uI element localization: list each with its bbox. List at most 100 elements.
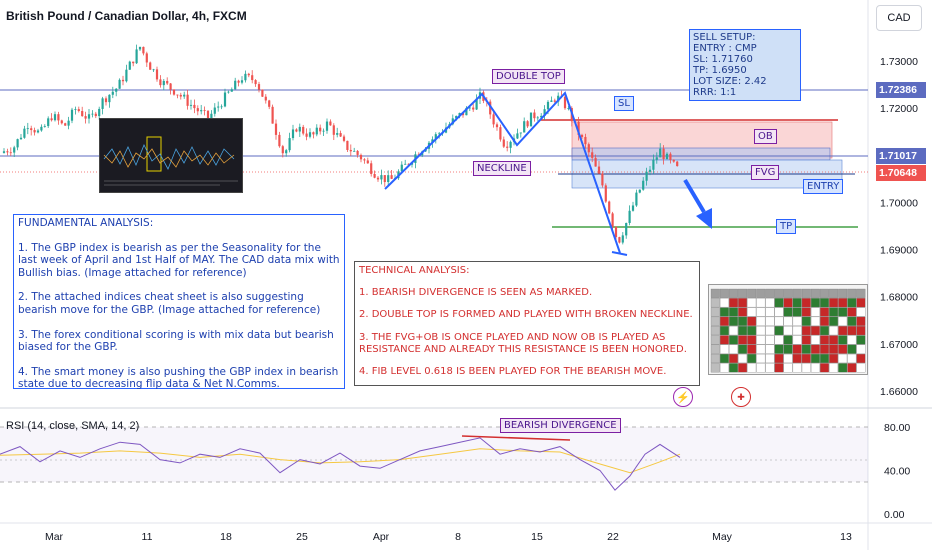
candle-body <box>461 112 465 116</box>
candle-body <box>506 146 509 148</box>
candle-body <box>648 169 652 172</box>
cheat-sheet-cell <box>847 326 857 336</box>
candle-body <box>159 79 162 86</box>
bearish-divergence-label[interactable]: BEARISH DIVERGENCE <box>500 418 621 433</box>
tp-label[interactable]: TP <box>776 219 797 234</box>
candle-body <box>319 127 322 132</box>
cheat-sheet-cell <box>738 307 748 317</box>
candle-body <box>200 110 203 112</box>
price-axis[interactable]: 1.73000 1.72000 1.70000 1.69000 1.68000 1.670… <box>880 56 918 398</box>
cheat-sheet-cell <box>719 344 729 354</box>
cheat-sheet-cell <box>820 363 829 373</box>
double-top-pattern[interactable] <box>384 91 621 254</box>
neckline-label[interactable]: NECKLINE <box>473 161 531 176</box>
cheat-sheet-cell <box>801 307 811 317</box>
candle-body <box>240 80 244 83</box>
sell-setup-box[interactable]: SELL SETUP: ENTRY : CMP SL: 1.71760 TP: … <box>689 29 801 101</box>
time-tick-label: 22 <box>607 531 619 543</box>
cheat-sheet-cell <box>856 363 866 373</box>
cheat-sheet-cell <box>765 298 775 308</box>
candle-body <box>604 185 607 202</box>
candle-body <box>210 113 213 120</box>
fundamental-point-4: 4. The smart money is also pushing the G… <box>18 365 339 391</box>
entry-label[interactable]: ENTRY <box>803 179 844 194</box>
price-tick-label: 1.68000 <box>880 292 918 304</box>
cheat-sheet-cell <box>747 298 757 308</box>
candle-body <box>104 98 108 103</box>
candle-body <box>81 111 84 117</box>
candle-body <box>98 108 101 117</box>
cheat-sheet-cell <box>738 316 748 326</box>
fundamental-point-3: 3. The forex conditional scoring is with… <box>18 328 334 354</box>
candle-body <box>2 151 6 153</box>
projection-arrow-shaft <box>683 178 706 214</box>
rsi-title[interactable]: RSI (14, close, SMA, 14, 2) <box>6 420 140 432</box>
candle-body <box>468 107 471 109</box>
candle-body <box>149 62 152 70</box>
rsi-divergence-line[interactable] <box>461 435 571 441</box>
candle-body <box>652 159 655 170</box>
technical-heading: TECHNICAL ANALYSIS: <box>359 265 470 276</box>
candle-body <box>455 115 458 119</box>
candle-body <box>502 139 505 147</box>
cheat-sheet-cell <box>710 344 720 354</box>
fvg-zone[interactable] <box>571 147 831 161</box>
cheat-sheet-cell <box>829 344 839 354</box>
currency-button[interactable]: CAD <box>876 5 922 31</box>
candle-body <box>47 118 50 127</box>
candle-body <box>298 126 301 132</box>
candle-body <box>155 69 159 80</box>
cheat-sheet-cell <box>747 353 757 364</box>
candle-body <box>295 129 298 132</box>
candle-body <box>36 130 40 133</box>
cheat-sheet-cell <box>719 353 729 364</box>
candle-body <box>84 116 87 119</box>
sl-label[interactable]: SL <box>614 96 634 111</box>
candle-body <box>13 147 16 153</box>
candle-body <box>366 160 369 164</box>
lightning-icon[interactable]: ⚡ <box>673 387 693 407</box>
cheat-sheet-cell <box>729 326 738 336</box>
canada-flag-icon[interactable]: ✚ <box>731 387 751 407</box>
cheat-sheet-cell <box>792 326 802 336</box>
cheat-sheet-cell <box>783 288 793 298</box>
time-tick-label: 11 <box>142 531 153 543</box>
candle-body <box>9 152 12 154</box>
candle-body <box>183 94 186 97</box>
candle-body <box>662 148 665 160</box>
cheat-sheet-cell <box>756 307 766 317</box>
technical-analysis-box[interactable]: TECHNICAL ANALYSIS: 1. BEARISH DIVERGENC… <box>354 261 700 386</box>
cheat-sheet-cell <box>810 335 820 345</box>
candle-body <box>77 109 80 112</box>
cheat-sheet-cell <box>810 298 820 308</box>
cheat-sheet-cell <box>847 288 857 298</box>
candle-body <box>438 133 441 135</box>
cheat-sheet-cell <box>792 335 802 345</box>
rsi-tick-label: 80.00 <box>884 422 910 434</box>
ob-label[interactable]: OB <box>754 129 777 144</box>
candle-body <box>230 89 233 92</box>
projection-arrow-head <box>696 208 712 229</box>
candle-body <box>645 171 648 181</box>
cheat-sheet-cell <box>820 353 829 364</box>
candle-body <box>380 175 383 180</box>
sell-setup-rrr: RRR: 1:1 <box>693 87 737 98</box>
cheat-sheet-cell <box>856 288 866 298</box>
candle-body <box>91 113 94 115</box>
cheat-sheet-cell <box>847 344 857 354</box>
candle-body <box>121 79 125 82</box>
fvg-label[interactable]: FVG <box>751 165 780 180</box>
candle-body <box>475 98 478 110</box>
time-axis[interactable]: Mar 11 18 25 Apr 8 15 22 May 13 <box>45 531 852 543</box>
double-top-label[interactable]: DOUBLE TOP <box>492 69 565 84</box>
time-tick-label: May <box>712 531 733 543</box>
cheat-sheet-cell <box>820 326 829 336</box>
candle-body <box>176 94 179 96</box>
cheat-sheet-cell <box>810 288 820 298</box>
candle-body <box>217 106 220 108</box>
cheat-sheet-cell <box>829 288 839 298</box>
sell-setup-tp: TP: 1.6950 <box>693 65 747 76</box>
fundamental-analysis-box[interactable]: FUNDAMENTAL ANALYSIS: 1. The GBP index i… <box>13 214 345 391</box>
seasonality-image-graphic <box>103 136 238 186</box>
